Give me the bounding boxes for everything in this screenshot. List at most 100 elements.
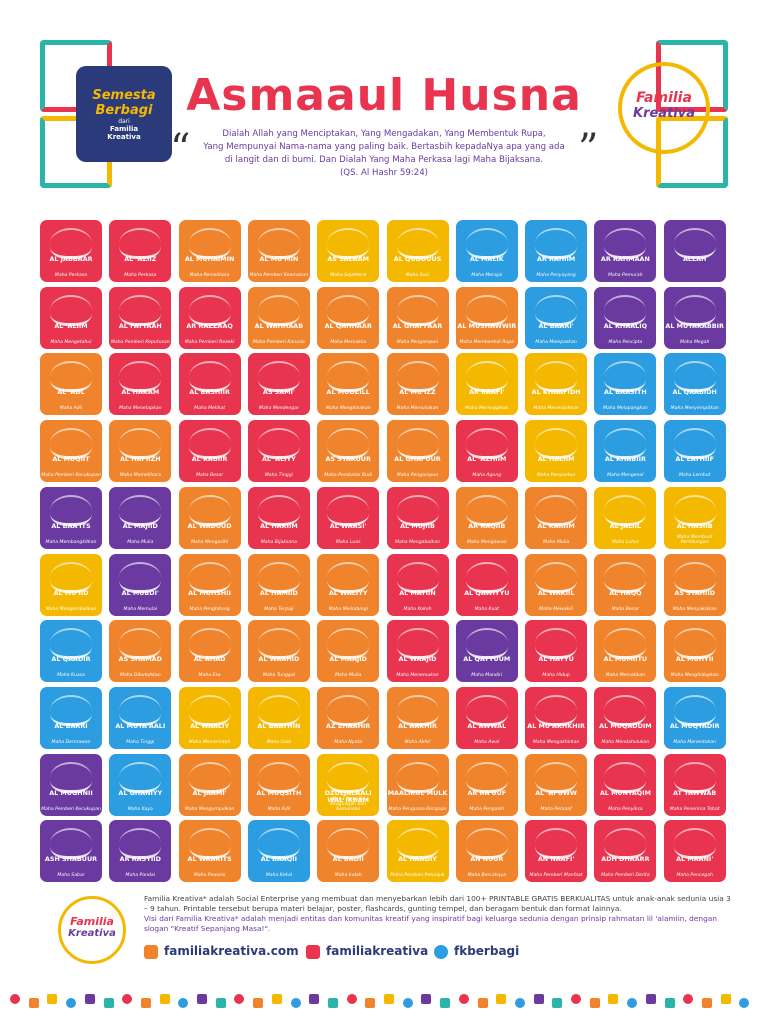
name-tile: AL HAADIY Maha Pemberi Petunjuk [386, 820, 449, 883]
telegram-link[interactable]: fkberbagi [434, 944, 519, 959]
tile-meaning: Maha Pemurah [608, 273, 643, 278]
calligraphy-ornament [188, 428, 231, 460]
strip-shape [178, 998, 189, 1008]
strip-shape [739, 998, 750, 1008]
name-tile: AL BAASITH Maha Melapangkan [594, 353, 657, 416]
tile-meaning: Maha Memelihara [119, 473, 161, 479]
tile-name: ASH SHABUUR [44, 855, 98, 864]
name-tile: AL KABIIR Maha Besar [178, 420, 241, 483]
calligraphy-ornament [465, 294, 508, 326]
tile-name: AL HAKAM [121, 388, 160, 397]
calligraphy-ornament [50, 628, 92, 660]
tile-name: AR RAAFI' [468, 388, 505, 397]
name-tile: AT TAWWAB Maha Penerima Tobat [663, 753, 726, 816]
calligraphy-ornament [119, 694, 162, 726]
calligraphy-ornament [465, 428, 508, 460]
name-tile: AL QUDDUUS Maha Suci [386, 220, 449, 282]
calligraphy-ornament [673, 494, 716, 526]
name-tile: AL 'ADL Maha Adil [40, 353, 102, 416]
name-tile: AL WAALIY Maha Memerintah [178, 686, 241, 749]
tile-name: AL MAANI' [676, 855, 714, 864]
tile-meaning: Maha Pemberi Manfaat [529, 873, 583, 879]
calligraphy-ornament [188, 228, 231, 259]
tile-meaning: Maha Nyata [334, 739, 362, 745]
tile-name: AL JALIIL [609, 521, 642, 530]
calligraphy-ornament [535, 494, 578, 526]
strip-shape [365, 998, 376, 1008]
link-text: familiakreativa [326, 944, 429, 958]
name-tile: AL KARIIM Maha Mulia [525, 486, 588, 549]
quote-line: Yang Mempunyai Nama-nama yang paling bai… [203, 142, 565, 152]
tile-meaning: Maha Menentukan [673, 739, 716, 745]
strip-shape [309, 994, 320, 1004]
strip-shape [28, 998, 39, 1008]
name-tile: AL MU'MIN Maha Pemberi Keamanan [247, 220, 310, 282]
quote-mark: ” [578, 126, 599, 172]
strip-shape [10, 994, 20, 1004]
quote-line: di langit dan di bumi. Dan Dialah Yang M… [224, 155, 544, 165]
calligraphy-ornament [465, 561, 508, 593]
name-tile: AL WALIYY Maha Melindungi [317, 553, 380, 616]
calligraphy-ornament [604, 828, 647, 860]
tile-name: AL MUQSITH [256, 788, 302, 797]
strip-shape [477, 998, 488, 1008]
tile-name: AL MUMIITU [603, 655, 648, 664]
name-tile: AS SYAKUUR Maha Pembalas Budi [317, 420, 380, 483]
calligraphy-ornament [50, 294, 92, 326]
tile-name: AL QAWIYYU [464, 588, 510, 597]
strip-shape [645, 994, 656, 1004]
name-tile: AL MU'AKHKHIR Maha Mengakhirkan [525, 686, 588, 749]
strip-shape [234, 994, 245, 1004]
tile-meaning: Maha Mengetahui [50, 339, 92, 345]
name-tile: AZ ZHAAHIR Maha Nyata [317, 686, 380, 749]
tile-name: AL KABIIR [191, 455, 228, 464]
tile-name: AL WAAHID [258, 655, 300, 664]
name-tile: AL HAYYU Maha Hidup [525, 620, 588, 683]
calligraphy-ornament [396, 694, 439, 726]
calligraphy-ornament [50, 494, 92, 526]
tile-meaning: Maha Akhir [404, 739, 431, 745]
strip-shape [664, 998, 675, 1008]
tile-name: AL AAKHIR [398, 721, 437, 730]
tile-meaning: Maha Luas [335, 539, 361, 545]
calligraphy-ornament [673, 628, 716, 660]
tile-name: AL BADII [332, 855, 364, 864]
calligraphy-ornament [673, 828, 716, 860]
calligraphy-ornament [50, 228, 92, 259]
website-link[interactable]: familiakreativa.com [144, 944, 299, 959]
tile-meaning: Maha Menghidupkan [670, 673, 719, 679]
tile-meaning: Maha Kaya [127, 806, 153, 812]
tile-name: AR RA'UUF [467, 788, 507, 797]
calligraphy-ornament [327, 828, 370, 860]
tile-meaning: Maha Pemberi Derita [601, 873, 650, 879]
strip-shape [683, 994, 694, 1004]
tile-name: AS SYAKUUR [325, 455, 371, 464]
tile-name: AL MUTAKABBIR [665, 321, 724, 330]
calligraphy-ornament [396, 561, 439, 593]
tile-meaning: Maha Mewakili [539, 606, 573, 612]
calligraphy-ornament [604, 694, 647, 726]
calligraphy-ornament [396, 228, 439, 259]
calligraphy-ornament [673, 694, 716, 726]
name-tile: AL MALIK Maha Merajai [455, 220, 518, 282]
strip-shape [140, 998, 151, 1008]
name-tile: AL AHAD Maha Esa [178, 620, 241, 683]
tile-name: MAALIKUL MULK [387, 788, 448, 797]
tile-meaning: Maha Meninggikan [465, 406, 509, 412]
tile-name: AL WAAJID [398, 655, 437, 664]
name-tile: AL MUQTADIR Maha Menentukan [663, 686, 726, 749]
tile-name: AL JABBAAR [49, 255, 93, 263]
name-tile: AL BASHIIR Maha Melihat [178, 353, 241, 416]
name-tile: AR RAZZAAQ Maha Pemberi Rezeki [178, 286, 241, 349]
tile-meaning: Maha Luhur [611, 539, 639, 545]
calligraphy-ornament [119, 561, 162, 593]
tile-meaning: Maha Dibutuhkan [119, 673, 161, 679]
tile-meaning: Maha Pemberi Keputusan [110, 339, 170, 345]
calligraphy-ornament [257, 828, 300, 860]
calligraphy-ornament [257, 494, 300, 526]
name-tile: AR RAHMAAN Maha Pemurah [594, 220, 657, 282]
instagram-link[interactable]: familiakreativa [306, 944, 428, 959]
tile-name: AL BASHIIR [189, 388, 230, 397]
tile-name: AL BAATHIN [257, 721, 301, 730]
tile-name: AL LATHIIF [675, 455, 714, 464]
